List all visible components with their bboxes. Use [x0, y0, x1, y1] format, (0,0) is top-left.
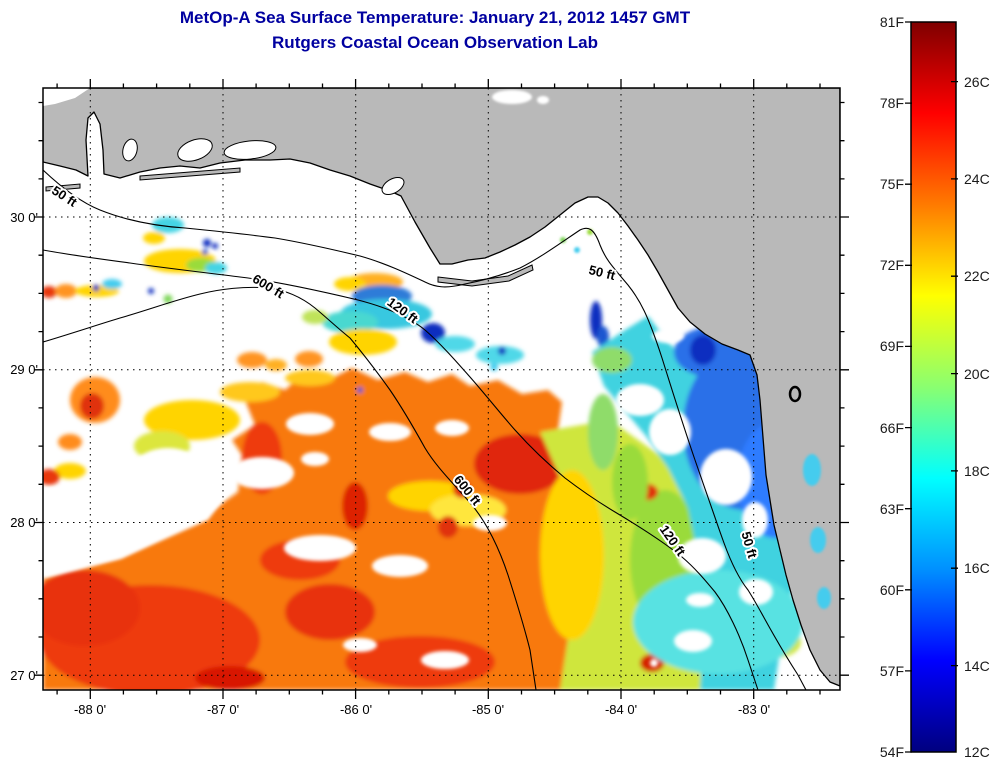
- coastal-lake: [788, 385, 802, 403]
- cloud-mask-gaps: [43, 289, 773, 669]
- cbar-f-label: 66F: [880, 420, 904, 436]
- y-tick-label: 30 0': [10, 210, 38, 225]
- x-tick-label: -86 0': [340, 702, 372, 717]
- cbar-c-label: 12C: [964, 744, 990, 760]
- cbar-f-label: 81F: [880, 14, 904, 30]
- map-plot-area: 50 ft 600 ft 120 ft 50 ft 600 ft 120 ft …: [43, 88, 840, 690]
- contour-120ft: [43, 249, 759, 690]
- land-overlays: [492, 90, 831, 609]
- x-tick-label: -83 0': [738, 702, 770, 717]
- cbar-f-label: 57F: [880, 663, 904, 679]
- cbar-c-label: 16C: [964, 560, 990, 576]
- contour-50ft: [43, 169, 807, 690]
- cbar-c-label: 18C: [964, 463, 990, 479]
- cbar-f-label: 75F: [880, 176, 904, 192]
- y-axis: 30 0' 29 0' 28 0' 27 0': [10, 210, 38, 683]
- cbar-c-label: 22C: [964, 268, 990, 284]
- colorbar-fahrenheit-scale: 81F 78F 75F 72F 69F 66F 63F 60F 57F 54F: [880, 14, 904, 760]
- x-tick-label: -87 0': [207, 702, 239, 717]
- colorbar-ticks: [905, 21, 958, 753]
- x-tick-label: -84 0': [605, 702, 637, 717]
- colorbar-border: [910, 21, 957, 753]
- cbar-c-label: 14C: [964, 658, 990, 674]
- depth-contours: [43, 169, 807, 690]
- cbar-f-label: 72F: [880, 257, 904, 273]
- cbar-f-label: 54F: [880, 744, 904, 760]
- x-axis: -88 0' -87 0' -86 0' -85 0' -84 0' -83 0…: [74, 702, 770, 717]
- cbar-f-label: 78F: [880, 95, 904, 111]
- axis-ticks: [34, 79, 849, 699]
- x-tick-label: -85 0': [472, 702, 504, 717]
- cbar-c-label: 24C: [964, 171, 990, 187]
- coastal-bays: [43, 88, 405, 196]
- x-tick-label: -88 0': [74, 702, 106, 717]
- graticule-gridlines: [43, 88, 840, 690]
- figure-subtitle: Rutgers Coastal Ocean Observation Lab: [272, 33, 598, 52]
- land-mass: [43, 88, 840, 687]
- cbar-c-label: 20C: [964, 366, 990, 382]
- colorbar-celsius-scale: 26C 24C 22C 20C 18C 16C 14C 12C: [964, 74, 990, 760]
- colorbar: 81F 78F 75F 72F 69F 66F 63F 60F 57F 54F …: [880, 14, 990, 760]
- y-tick-label: 27 0': [10, 668, 38, 683]
- cbar-f-label: 60F: [880, 582, 904, 598]
- colorbar-gradient: [911, 22, 956, 752]
- y-tick-label: 28 0': [10, 515, 38, 530]
- cbar-f-label: 69F: [880, 338, 904, 354]
- y-tick-label: 29 0': [10, 362, 38, 377]
- cbar-f-label: 63F: [880, 501, 904, 517]
- plot-border: [42, 87, 841, 691]
- figure-title: MetOp-A Sea Surface Temperature: January…: [180, 8, 691, 27]
- contour-600ft: [43, 286, 537, 690]
- cbar-c-label: 26C: [964, 74, 990, 90]
